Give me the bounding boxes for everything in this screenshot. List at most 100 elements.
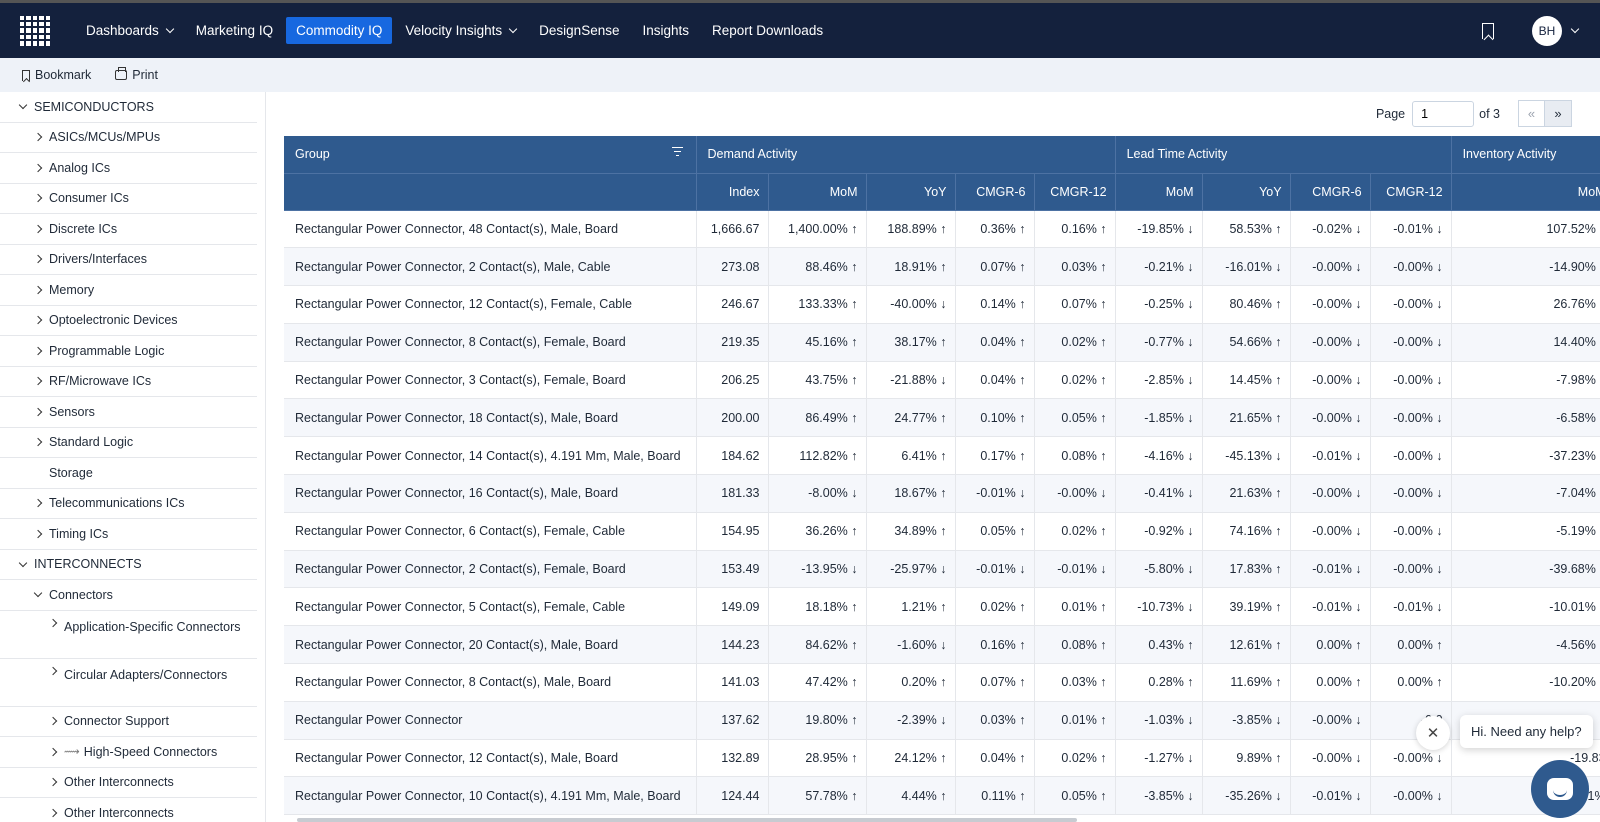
tree-item-high-speed-connectors[interactable]: ⟿ High-Speed Connectors xyxy=(0,737,257,768)
metric-cell: 12.61% ↑ xyxy=(1202,625,1291,665)
nav-commodity-iq[interactable]: Commodity IQ xyxy=(286,17,393,44)
table-row[interactable]: Rectangular Power Connector, 20 Contact(… xyxy=(284,625,1600,665)
tree-item-programmable-logic[interactable]: Programmable Logic xyxy=(0,336,257,367)
tree-item-optoelectronic-devices[interactable]: Optoelectronic Devices xyxy=(0,306,257,336)
chevron-right-icon[interactable] xyxy=(33,285,43,295)
tree-item-label: Drivers/Interfaces xyxy=(49,252,147,267)
tree-item-telecommunications-ics[interactable]: Telecommunications ICs xyxy=(0,489,257,519)
table-row[interactable]: Rectangular Power Connector 137.62 19.80% … xyxy=(284,701,1600,740)
print-button[interactable]: Print xyxy=(115,67,158,82)
horizontal-scrollbar[interactable] xyxy=(297,818,1077,822)
chevron-right-icon[interactable] xyxy=(33,437,43,447)
nav-marketing-iq[interactable]: Marketing IQ xyxy=(186,17,283,44)
table-row[interactable]: Rectangular Power Connector, 14 Contact(… xyxy=(284,436,1600,476)
bookmark-icon[interactable] xyxy=(1482,22,1494,39)
chevron-right-icon[interactable] xyxy=(33,132,43,142)
bookmark-button[interactable]: Bookmark xyxy=(22,68,91,82)
next-page-button[interactable]: » xyxy=(1545,100,1572,127)
chevron-right-icon[interactable] xyxy=(48,666,58,676)
table-row[interactable]: Rectangular Power Connector, 2 Contact(s… xyxy=(284,550,1600,589)
close-icon[interactable]: ✕ xyxy=(1416,716,1450,750)
metric-cell: 0.00% ↑ xyxy=(1370,625,1452,665)
column-header-yoy[interactable]: YoY xyxy=(1202,173,1291,211)
chat-launcher-button[interactable] xyxy=(1531,760,1589,818)
table-row[interactable]: Rectangular Power Connector, 5 Contact(s… xyxy=(284,587,1600,627)
chevron-down-icon[interactable] xyxy=(1570,24,1580,33)
tree-item-interconnects[interactable]: INTERCONNECTS xyxy=(0,550,257,580)
table-row[interactable]: Rectangular Power Connector, 10 Contact(… xyxy=(284,776,1600,816)
chevron-right-icon[interactable] xyxy=(48,716,58,726)
nav-dashboards[interactable]: Dashboards xyxy=(76,17,183,44)
chevron-right-icon[interactable] xyxy=(33,498,43,508)
table-row[interactable]: Rectangular Power Connector, 2 Contact(s… xyxy=(284,247,1600,287)
column-header-cmgr-6[interactable]: CMGR-6 xyxy=(955,173,1035,211)
tree-item-circular-adapters-connectors[interactable]: Circular Adapters/Connectors xyxy=(0,659,257,707)
previous-page-button[interactable]: « xyxy=(1518,100,1545,127)
chevron-right-icon[interactable] xyxy=(33,376,43,386)
table-row[interactable]: Rectangular Power Connector, 12 Contact(… xyxy=(284,285,1600,324)
table-row[interactable]: Rectangular Power Connector, 12 Contact(… xyxy=(284,739,1600,778)
chevron-right-icon[interactable] xyxy=(48,777,58,787)
chevron-right-icon[interactable] xyxy=(33,346,43,356)
tree-item-other-interconnects[interactable]: Other Interconnects xyxy=(0,768,257,798)
tree-item-consumer-ics[interactable]: Consumer ICs xyxy=(0,184,257,214)
metric-cell: 18.67% ↑ xyxy=(866,474,956,513)
column-header-yoy[interactable]: YoY xyxy=(866,173,956,211)
table-row[interactable]: Rectangular Power Connector, 8 Contact(s… xyxy=(284,323,1600,362)
table-row[interactable]: Rectangular Power Connector, 8 Contact(s… xyxy=(284,663,1600,702)
table-header: Group Demand Activity Lead Time Activity In… xyxy=(284,136,1600,211)
chevron-right-icon[interactable] xyxy=(33,254,43,264)
tree-item-drivers-interfaces[interactable]: Drivers/Interfaces xyxy=(0,245,257,275)
chevron-right-icon[interactable] xyxy=(33,224,43,234)
chevron-down-icon[interactable] xyxy=(18,559,28,569)
chevron-down-icon[interactable] xyxy=(33,590,43,600)
nav-velocity-insights[interactable]: Velocity Insights xyxy=(395,17,526,44)
table-row[interactable]: Rectangular Power Connector, 18 Contact(… xyxy=(284,398,1600,438)
column-header-cmgr-6[interactable]: CMGR-6 xyxy=(1290,173,1371,211)
nav-insights[interactable]: Insights xyxy=(632,17,699,44)
nav-report-downloads[interactable]: Report Downloads xyxy=(702,17,833,44)
tree-item-connector-support[interactable]: Connector Support xyxy=(0,707,257,737)
chevron-right-icon[interactable] xyxy=(33,529,43,539)
column-header-mom[interactable]: MoM xyxy=(1115,173,1203,211)
chat-greeting[interactable]: Hi. Need any help? xyxy=(1460,715,1593,748)
chevron-down-icon[interactable] xyxy=(18,102,28,112)
tree-item-discrete-ics[interactable]: Discrete ICs xyxy=(0,214,257,245)
chevron-right-icon[interactable] xyxy=(33,163,43,173)
tree-item-analog-ics[interactable]: Analog ICs xyxy=(0,153,257,184)
page-number-input[interactable] xyxy=(1412,100,1475,127)
tree-item-memory[interactable]: Memory xyxy=(0,275,257,306)
chevron-right-icon[interactable] xyxy=(33,407,43,417)
chevron-right-icon[interactable] xyxy=(33,193,43,203)
tree-item-timing-ics[interactable]: Timing ICs xyxy=(0,519,257,550)
tree-item-asics-mcus-mpus[interactable]: ASICs/MCUs/MPUs xyxy=(0,123,257,153)
column-header-mom[interactable]: MoM xyxy=(1451,173,1600,211)
app-logo-icon[interactable] xyxy=(20,15,50,46)
chevron-right-icon[interactable] xyxy=(33,315,43,325)
table-row[interactable]: Rectangular Power Connector, 48 Contact(… xyxy=(284,210,1600,249)
column-header-index[interactable]: Index xyxy=(696,173,769,211)
filter-icon[interactable] xyxy=(671,147,683,157)
tree-item-connectors[interactable]: Connectors xyxy=(0,580,257,611)
user-avatar[interactable]: BH xyxy=(1532,15,1562,46)
nav-designsense[interactable]: DesignSense xyxy=(529,17,629,44)
table-row[interactable]: Rectangular Power Connector, 3 Contact(s… xyxy=(284,361,1600,400)
tree-item-storage[interactable]: Storage xyxy=(0,458,257,489)
tree-item-application-specific-connectors[interactable]: Application-Specific Connectors xyxy=(0,611,257,659)
column-header-cmgr-12[interactable]: CMGR-12 xyxy=(1034,173,1116,211)
chevron-right-icon[interactable] xyxy=(48,747,58,757)
tree-item-label: Memory xyxy=(49,282,95,297)
tree-item-other-interconnects[interactable]: Other Interconnects xyxy=(0,798,257,822)
tree-item-sensors[interactable]: Sensors xyxy=(0,397,257,428)
column-header-cmgr-12[interactable]: CMGR-12 xyxy=(1370,173,1452,211)
table-row[interactable]: Rectangular Power Connector, 6 Contact(s… xyxy=(284,512,1600,551)
table-row[interactable]: Rectangular Power Connector, 16 Contact(… xyxy=(284,474,1600,513)
chevron-right-icon[interactable] xyxy=(48,618,58,628)
group-column-header[interactable]: Group xyxy=(284,136,697,174)
tree-item-standard-logic[interactable]: Standard Logic xyxy=(0,428,257,458)
commodity-table-container[interactable]: Group Demand Activity Lead Time Activity In… xyxy=(284,136,1600,822)
column-header-mom[interactable]: MoM xyxy=(768,173,867,211)
chevron-right-icon[interactable] xyxy=(48,808,58,818)
tree-item-semiconductors[interactable]: SEMICONDUCTORS xyxy=(0,92,257,123)
tree-item-rf-microwave-ics[interactable]: RF/Microwave ICs xyxy=(0,367,257,397)
